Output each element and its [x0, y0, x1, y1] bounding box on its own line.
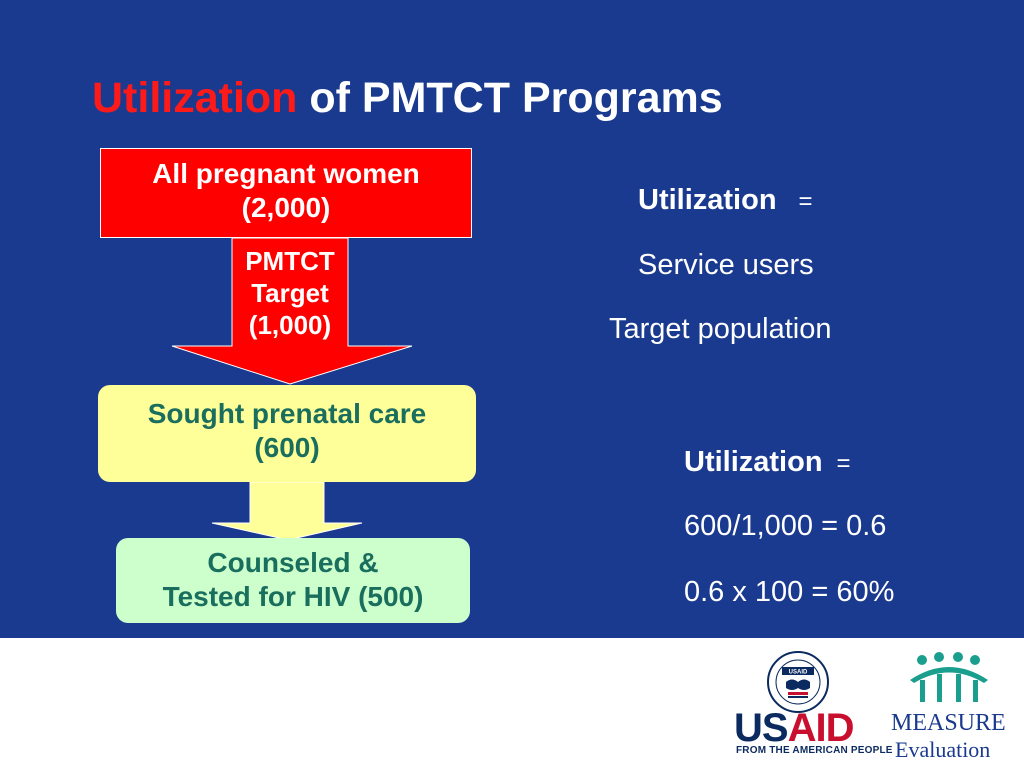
all-pregnant-women-box: All pregnant women (2,000) [100, 148, 472, 238]
red-down-arrow [171, 237, 413, 385]
formula1-denominator: Target population [609, 313, 832, 345]
formula2-line2: 0.6 x 100 = 60% [684, 576, 895, 608]
box1-line1: All pregnant women [152, 158, 420, 189]
slide-title: Utilization of PMTCT Programs [92, 74, 723, 123]
title-accent: Utilization [92, 74, 298, 122]
usaid-aid: AID [787, 706, 855, 750]
flow-arrows [171, 237, 413, 541]
formula2-label: Utilization [684, 446, 823, 478]
formula1-label: Utilization [638, 184, 777, 216]
measure-people-icon [910, 652, 988, 702]
counseled-tested-box: Counseled & Tested for HIV (500) [116, 538, 470, 623]
box3-line1: Counseled & [207, 547, 379, 578]
box2-line1: Sought prenatal care [147, 398, 427, 429]
formula1-header: Utilization = [638, 184, 813, 217]
formula1-eq: = [798, 188, 813, 215]
measure-evaluation: Evaluation [895, 737, 991, 762]
box3-line2: Tested for HIV (500) [162, 580, 424, 612]
arrow-line1: PMTCT [245, 246, 335, 276]
usaid-seal-icon: USAID [767, 651, 829, 713]
formula2-header: Utilization = [684, 446, 851, 479]
usaid-tagline: FROM THE AMERICAN PEOPLE [736, 745, 893, 756]
slide-background [0, 0, 1024, 638]
box1-line2: (2,000) [241, 191, 331, 223]
yellow-down-arrow [211, 481, 363, 541]
formula1-numerator: Service users [638, 249, 814, 281]
title-rest: of PMTCT Programs [297, 74, 723, 122]
usaid-seal-text: USAID [789, 670, 808, 676]
usaid-wordmark: USAID [734, 706, 855, 751]
formula2-eq: = [836, 450, 851, 477]
formula2-line1: 600/1,000 = 0.6 [684, 510, 887, 542]
arrow-line3: (1,000) [248, 309, 332, 340]
pmtct-target-label: PMTCT Target (1,000) [232, 246, 348, 342]
box2-line2: (600) [254, 431, 320, 463]
arrow-line2: Target [251, 277, 329, 308]
footer [0, 638, 1024, 768]
usaid-us: US [734, 706, 789, 750]
sought-prenatal-care-box: Sought prenatal care (600) [98, 385, 476, 482]
measure-wordmark: MEASURE [891, 710, 1006, 736]
